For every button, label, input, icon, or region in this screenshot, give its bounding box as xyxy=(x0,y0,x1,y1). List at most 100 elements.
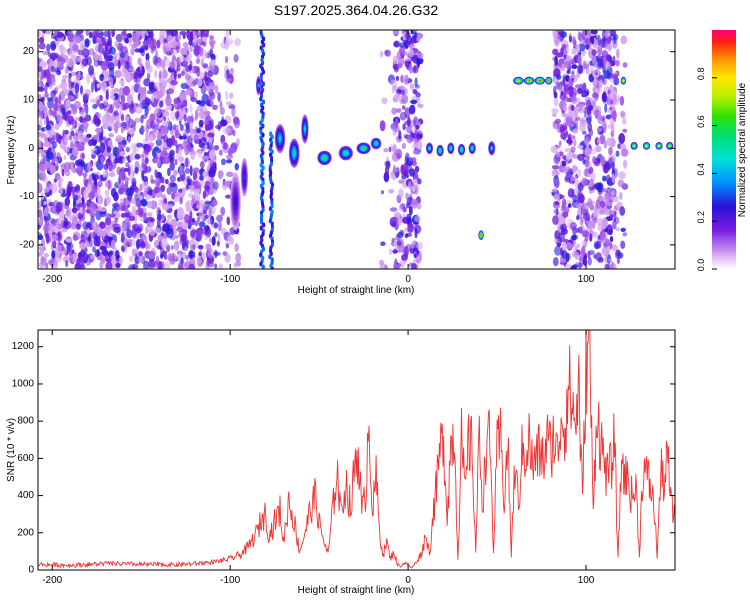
noise-speck xyxy=(586,219,593,230)
noise-speck xyxy=(562,75,566,81)
noise-speck xyxy=(622,62,628,68)
noise-speck xyxy=(100,61,109,71)
noise-speck xyxy=(100,80,107,91)
noise-speck xyxy=(605,251,609,256)
noise-speck xyxy=(148,251,156,260)
noise-speck xyxy=(595,67,601,74)
noise-speck xyxy=(193,91,198,98)
y-tick-label: 800 xyxy=(17,416,34,427)
noise-speck xyxy=(176,111,180,119)
noise-speck xyxy=(136,142,144,148)
noise-speck xyxy=(86,73,91,84)
noise-speck xyxy=(144,96,149,103)
noise-speck xyxy=(622,232,628,237)
noise-speck xyxy=(581,203,589,215)
noise-speck xyxy=(76,30,84,35)
noise-speck xyxy=(207,65,214,72)
noise-speck xyxy=(117,143,123,154)
noise-speck xyxy=(66,242,74,250)
noise-speck xyxy=(561,165,568,174)
noise-speck xyxy=(395,148,403,160)
noise-speck xyxy=(568,75,573,87)
noise-speck xyxy=(126,33,133,39)
noise-speck xyxy=(411,186,416,192)
noise-speck xyxy=(135,227,142,234)
noise-speck xyxy=(384,165,390,176)
noise-speck xyxy=(72,234,79,242)
noise-speck xyxy=(214,84,219,94)
noise-speck xyxy=(113,191,119,202)
feature-layer xyxy=(622,79,625,82)
noise-speck xyxy=(554,192,561,201)
noise-speck xyxy=(150,200,158,210)
noise-speck xyxy=(137,164,143,172)
noise-speck xyxy=(65,260,69,268)
noise-speck xyxy=(65,69,69,74)
noise-speck xyxy=(551,188,558,193)
noise-speck xyxy=(392,121,397,132)
x-tick-label: 100 xyxy=(578,274,595,285)
noise-speck xyxy=(223,39,230,51)
noise-speck xyxy=(88,31,93,39)
noise-speck xyxy=(113,121,122,129)
noise-speck xyxy=(598,78,603,89)
noise-speck xyxy=(560,132,567,140)
noise-speck xyxy=(61,107,66,116)
noise-speck xyxy=(225,78,232,83)
noise-speck xyxy=(551,170,557,177)
noise-speck xyxy=(40,133,47,138)
noise-speck xyxy=(574,84,583,89)
noise-speck xyxy=(615,150,620,157)
colorbar-gradient xyxy=(712,30,736,269)
noise-speck xyxy=(406,124,413,134)
noise-speck xyxy=(54,157,59,167)
noise-speck xyxy=(591,49,597,56)
noise-speck xyxy=(407,117,411,127)
noise-speck xyxy=(229,227,236,236)
noise-speck xyxy=(154,177,161,187)
noise-speck xyxy=(142,162,146,171)
noise-speck xyxy=(102,99,108,106)
noise-speck xyxy=(46,116,49,126)
noise-speck xyxy=(597,137,601,145)
noise-speck xyxy=(70,161,74,173)
noise-speck xyxy=(156,255,159,263)
noise-speck xyxy=(40,44,46,49)
noise-speck xyxy=(156,39,161,49)
noise-speck xyxy=(558,30,565,36)
noise-speck xyxy=(166,46,172,52)
noise-speck xyxy=(81,152,85,159)
noise-speck xyxy=(62,255,70,263)
noise-speck xyxy=(57,244,62,251)
noise-speck xyxy=(156,218,161,229)
noise-speck xyxy=(151,94,155,103)
noise-speck xyxy=(208,167,216,178)
noise-speck xyxy=(588,128,594,137)
noise-speck xyxy=(107,251,111,258)
noise-speck xyxy=(94,226,99,234)
noise-speck xyxy=(54,224,59,235)
noise-speck xyxy=(88,174,93,185)
spectral-feature xyxy=(468,142,476,155)
noise-speck xyxy=(173,240,180,252)
noise-speck xyxy=(389,207,398,212)
noise-speck xyxy=(78,129,83,135)
noise-speck xyxy=(59,44,64,53)
noise-speck xyxy=(169,161,175,171)
noise-speck xyxy=(124,212,130,218)
noise-speck xyxy=(161,250,168,255)
noise-speck xyxy=(591,231,598,238)
noise-speck xyxy=(209,35,214,41)
noise-speck xyxy=(562,155,567,161)
noise-speck xyxy=(81,107,87,119)
noise-speck xyxy=(410,99,418,104)
noise-speck xyxy=(80,230,88,242)
noise-speck xyxy=(610,190,615,196)
noise-speck xyxy=(210,40,215,50)
noise-speck xyxy=(175,124,179,130)
noise-speck xyxy=(170,30,179,37)
noise-speck xyxy=(41,96,45,103)
feature-layer xyxy=(362,147,365,150)
noise-speck xyxy=(416,34,421,43)
feature-layer xyxy=(632,144,636,147)
